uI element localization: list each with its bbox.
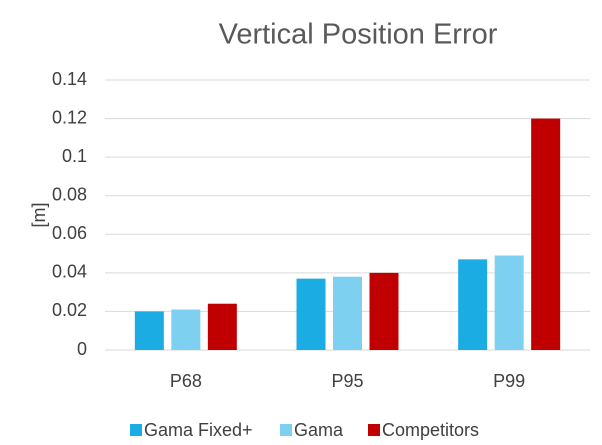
y-tick-label: 0.1: [62, 146, 87, 166]
bar: [296, 278, 326, 350]
bar: [333, 276, 362, 350]
legend-swatch: [368, 424, 380, 436]
y-tick-label: 0.14: [52, 69, 87, 89]
legend-label: Gama: [294, 420, 344, 440]
legend-swatch: [280, 424, 292, 436]
x-tick-label: P95: [331, 371, 363, 391]
y-tick-label: 0.02: [52, 300, 87, 320]
legend-label: Competitors: [382, 420, 479, 440]
bar: [458, 259, 488, 350]
bar: [494, 255, 524, 350]
x-tick-label: P99: [493, 371, 525, 391]
x-tick-label: P68: [170, 371, 202, 391]
y-tick-label: 0.06: [52, 223, 87, 243]
bar: [531, 118, 561, 350]
y-tick-label: 0: [77, 339, 87, 359]
legend-label: Gama Fixed+: [144, 420, 253, 440]
y-axis-label: [m]: [29, 203, 49, 228]
bar: [207, 303, 237, 350]
y-tick-label: 0.04: [52, 262, 87, 282]
y-tick-label: 0.08: [52, 184, 87, 204]
bar: [369, 272, 399, 350]
legend-swatch: [130, 424, 142, 436]
chart-title: Vertical Position Error: [219, 19, 498, 51]
y-tick-label: 0.12: [52, 107, 87, 127]
bar: [134, 311, 164, 350]
bar: [171, 309, 201, 350]
